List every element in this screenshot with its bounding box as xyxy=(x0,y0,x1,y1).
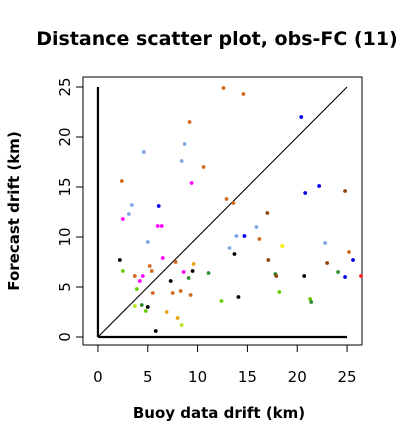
data-point xyxy=(134,287,139,291)
data-point xyxy=(140,274,145,278)
data-point xyxy=(236,295,241,299)
x-axis-label: Buoy data drift (km) xyxy=(133,404,305,422)
y-tick-label: 20 xyxy=(56,127,74,146)
data-point xyxy=(351,258,355,262)
data-point xyxy=(234,234,239,238)
x-tick-label: 15 xyxy=(238,368,257,386)
data-point xyxy=(156,204,161,208)
data-point xyxy=(254,225,259,229)
data-point xyxy=(132,304,137,308)
x-tick-label: 0 xyxy=(93,368,103,386)
data-point xyxy=(280,244,285,248)
data-point xyxy=(242,234,247,238)
y-axis-label: Forecast drift (km) xyxy=(5,131,23,290)
data-point xyxy=(266,258,271,262)
data-point xyxy=(302,274,307,278)
data-point xyxy=(303,191,308,195)
data-point xyxy=(224,197,229,201)
data-point xyxy=(317,184,322,188)
data-point xyxy=(257,237,262,241)
data-point xyxy=(153,329,158,333)
data-point xyxy=(188,293,193,297)
chart-title: Distance scatter plot, obs-FC (11) xyxy=(36,28,398,50)
data-point xyxy=(347,250,351,254)
x-tick-label: 5 xyxy=(143,368,153,386)
y-tick-label: 15 xyxy=(56,177,74,196)
data-point xyxy=(241,92,246,96)
data-point xyxy=(343,189,347,193)
data-point xyxy=(325,261,330,265)
data-point xyxy=(149,269,154,273)
data-point xyxy=(231,201,236,205)
data-point xyxy=(120,217,125,221)
data-point xyxy=(126,212,131,216)
data-point xyxy=(160,256,165,260)
data-point xyxy=(159,224,164,228)
data-point xyxy=(201,165,206,169)
data-point xyxy=(145,240,150,244)
y-tick-label: 5 xyxy=(56,282,74,292)
data-point xyxy=(170,291,175,295)
y-tick-label: 25 xyxy=(56,77,74,96)
data-point xyxy=(179,323,184,327)
one-to-one-line xyxy=(97,86,348,338)
data-point xyxy=(265,211,270,215)
data-point xyxy=(219,299,224,303)
data-point xyxy=(221,86,226,90)
data-point xyxy=(186,276,191,280)
data-point xyxy=(189,181,194,185)
data-point xyxy=(299,115,304,119)
x-axis-ticks: 0 5 10 15 20 25 xyxy=(93,345,357,386)
data-point xyxy=(120,269,125,273)
points-layer xyxy=(117,86,363,333)
data-point xyxy=(190,269,195,273)
x-tick-label: 25 xyxy=(338,368,357,386)
data-point xyxy=(137,279,142,283)
data-point xyxy=(139,303,144,307)
data-point xyxy=(155,224,160,228)
data-point xyxy=(232,252,237,256)
data-point xyxy=(308,297,313,301)
data-point xyxy=(343,275,347,279)
data-point xyxy=(150,291,155,295)
data-point xyxy=(119,179,124,183)
y-tick-label: 0 xyxy=(56,332,74,342)
data-point xyxy=(132,274,137,278)
data-point xyxy=(336,270,340,274)
data-point xyxy=(145,305,150,309)
x-tick-label: 20 xyxy=(288,368,307,386)
data-point xyxy=(117,258,122,262)
data-point xyxy=(129,203,134,207)
data-point xyxy=(206,271,211,275)
y-tick-label: 10 xyxy=(56,227,74,246)
data-point xyxy=(191,262,196,266)
plot-frame xyxy=(82,76,363,346)
data-point xyxy=(164,310,169,314)
x-tick-label: 10 xyxy=(188,368,207,386)
data-point xyxy=(182,142,187,146)
data-point xyxy=(309,300,314,304)
data-point xyxy=(168,279,173,283)
data-point xyxy=(173,260,178,264)
data-point xyxy=(181,270,186,274)
data-point xyxy=(227,246,232,250)
data-point xyxy=(179,159,184,163)
reference-layer xyxy=(96,86,348,339)
y-axis-ticks: 0 5 10 15 20 25 xyxy=(56,77,83,342)
data-point xyxy=(277,290,282,294)
data-point xyxy=(143,309,148,313)
data-point xyxy=(141,150,146,154)
data-point xyxy=(187,120,192,124)
data-point xyxy=(274,274,279,278)
data-point xyxy=(175,316,180,320)
data-point xyxy=(359,274,363,278)
data-point xyxy=(147,264,152,268)
data-point xyxy=(323,241,328,245)
data-point xyxy=(178,289,183,293)
